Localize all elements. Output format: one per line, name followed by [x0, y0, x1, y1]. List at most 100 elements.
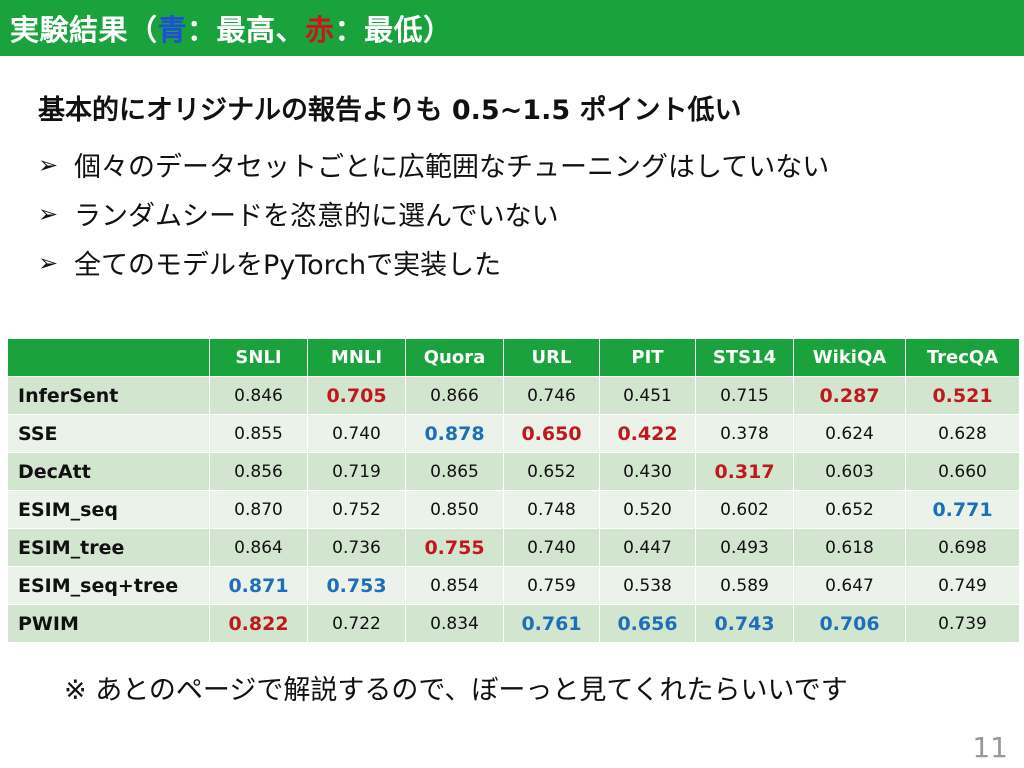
score-cell: 0.878 [405, 414, 504, 453]
title-prefix: 実験結果（ [10, 13, 158, 47]
score-cell: 0.865 [405, 452, 504, 491]
model-name-cell: InferSent [7, 376, 210, 415]
headline: 基本的にオリジナルの報告よりも 0.5~1.5 ポイント低い [38, 95, 742, 126]
score-cell: 0.856 [209, 452, 308, 491]
bullet-item: ➢ 個々のデータセットごとに広範囲なチューニングはしていない [38, 140, 829, 189]
column-header: Quora [405, 338, 504, 377]
score-cell: 0.430 [599, 452, 696, 491]
bullet-list: ➢ 個々のデータセットごとに広範囲なチューニングはしていない ➢ ランダムシード… [38, 140, 829, 287]
score-cell: 0.834 [405, 604, 504, 643]
title-suffix: ：最低） [334, 13, 453, 47]
results-table: SNLI MNLI Quora URL PIT STS14 WikiQA TrecQA Inf… [7, 338, 1020, 643]
arrow-bullet-icon: ➢ [38, 150, 59, 179]
title-blue-word: 青 [157, 13, 188, 47]
model-name-cell: ESIM_seq+tree [7, 566, 210, 605]
score-cell: 0.660 [905, 452, 1020, 491]
table-row: DecAtt 0.856 0.719 0.865 0.652 0.430 0.317 0.60… [7, 452, 1020, 491]
title-red-word: 赤 [305, 13, 335, 47]
score-cell: 0.753 [307, 566, 406, 605]
score-cell: 0.748 [503, 490, 600, 529]
bullet-item: ➢ 全てのモデルをPyTorchで実装した [38, 238, 829, 287]
page-number: 11 [972, 731, 1008, 764]
slide-title: 実験結果（青：最高、赤：最低） [0, 0, 1024, 56]
score-cell: 0.447 [599, 528, 696, 567]
model-name-cell: ESIM_seq [7, 490, 210, 529]
column-header: TrecQA [905, 338, 1020, 377]
score-cell: 0.715 [695, 376, 794, 415]
score-cell: 0.538 [599, 566, 696, 605]
score-cell: 0.759 [503, 566, 600, 605]
score-cell: 0.752 [307, 490, 406, 529]
score-cell: 0.624 [793, 414, 906, 453]
table-row: ESIM_tree 0.864 0.736 0.755 0.740 0.447 0.493 0… [7, 528, 1020, 567]
score-cell: 0.618 [793, 528, 906, 567]
score-cell: 0.602 [695, 490, 794, 529]
score-cell: 0.846 [209, 376, 308, 415]
score-cell: 0.740 [503, 528, 600, 567]
arrow-bullet-icon: ➢ [38, 199, 59, 228]
score-cell: 0.493 [695, 528, 794, 567]
score-cell: 0.652 [503, 452, 600, 491]
score-cell: 0.864 [209, 528, 308, 567]
score-cell: 0.771 [905, 490, 1020, 529]
table-body: InferSent 0.846 0.705 0.866 0.746 0.451 0.715 0… [7, 376, 1020, 643]
table-row: ESIM_seq 0.870 0.752 0.850 0.748 0.520 0.602 0.… [7, 490, 1020, 529]
score-cell: 0.755 [405, 528, 504, 567]
score-cell: 0.647 [793, 566, 906, 605]
score-cell: 0.603 [793, 452, 906, 491]
score-cell: 0.743 [695, 604, 794, 643]
model-name-cell: PWIM [7, 604, 210, 643]
score-cell: 0.871 [209, 566, 308, 605]
score-cell: 0.650 [503, 414, 600, 453]
bullet-text: 個々のデータセットごとに広範囲なチューニングはしていない [74, 152, 830, 183]
model-name-cell: DecAtt [7, 452, 210, 491]
score-cell: 0.520 [599, 490, 696, 529]
arrow-bullet-icon: ➢ [38, 248, 59, 277]
column-header: WikiQA [793, 338, 906, 377]
footnote: ※ あとのページで解説するので、ぼーっと見てくれたらいいです [64, 675, 848, 706]
score-cell: 0.589 [695, 566, 794, 605]
bullet-text: 全てのモデルをPyTorchで実装した [74, 250, 502, 281]
score-cell: 0.656 [599, 604, 696, 643]
score-cell: 0.705 [307, 376, 406, 415]
header-corner-cell [7, 338, 210, 377]
column-header: MNLI [307, 338, 406, 377]
score-cell: 0.855 [209, 414, 308, 453]
score-cell: 0.451 [599, 376, 696, 415]
score-cell: 0.722 [307, 604, 406, 643]
title-mid: ：最高、 [187, 13, 306, 47]
score-cell: 0.866 [405, 376, 504, 415]
column-header: STS14 [695, 338, 794, 377]
bullet-text: ランダムシードを恣意的に選んでいない [74, 201, 559, 232]
score-cell: 0.854 [405, 566, 504, 605]
table-row: PWIM 0.822 0.722 0.834 0.761 0.656 0.743 0.706 0… [7, 604, 1020, 643]
score-cell: 0.850 [405, 490, 504, 529]
score-cell: 0.746 [503, 376, 600, 415]
score-cell: 0.422 [599, 414, 696, 453]
table-row: SSE 0.855 0.740 0.878 0.650 0.422 0.378 0.624 0.… [7, 414, 1020, 453]
score-cell: 0.761 [503, 604, 600, 643]
score-cell: 0.870 [209, 490, 308, 529]
score-cell: 0.736 [307, 528, 406, 567]
score-cell: 0.706 [793, 604, 906, 643]
model-name-cell: SSE [7, 414, 210, 453]
score-cell: 0.317 [695, 452, 794, 491]
score-cell: 0.698 [905, 528, 1020, 567]
score-cell: 0.378 [695, 414, 794, 453]
column-header: URL [503, 338, 600, 377]
score-cell: 0.822 [209, 604, 308, 643]
column-header: PIT [599, 338, 696, 377]
score-cell: 0.287 [793, 376, 906, 415]
table-row: InferSent 0.846 0.705 0.866 0.746 0.451 0.715 0… [7, 376, 1020, 415]
score-cell: 0.740 [307, 414, 406, 453]
score-cell: 0.652 [793, 490, 906, 529]
score-cell: 0.719 [307, 452, 406, 491]
column-header: SNLI [209, 338, 308, 377]
table-row: ESIM_seq+tree 0.871 0.753 0.854 0.759 0.538 0.… [7, 566, 1020, 605]
table-header-row: SNLI MNLI Quora URL PIT STS14 WikiQA TrecQA [7, 338, 1020, 377]
score-cell: 0.749 [905, 566, 1020, 605]
model-name-cell: ESIM_tree [7, 528, 210, 567]
score-cell: 0.628 [905, 414, 1020, 453]
score-cell: 0.521 [905, 376, 1020, 415]
score-cell: 0.739 [905, 604, 1020, 643]
